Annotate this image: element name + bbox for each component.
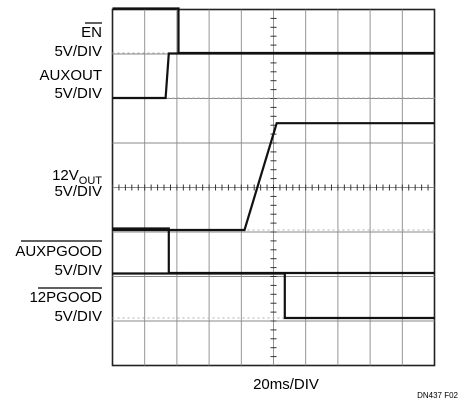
trace-label-12vout-sub: OUT [79,175,103,187]
trace-label-12vout: 12VOUT [52,167,102,187]
trace-lines [112,7,435,320]
trace-scale-12pgood: 5V/DIV [54,308,102,325]
trace-label-auxpgood: AUXPGOOD [15,243,102,260]
center-axis-ticks [112,9,435,366]
trace-label-12pgood: 12PGOOD [29,289,102,306]
trace-auxpgood [112,227,435,275]
x-axis-label: 20ms/DIV [253,376,319,393]
trace-label-12vout-main: 12V [52,167,79,184]
trace-label-auxout: AUXOUT [39,67,102,84]
trace-scale-12vout: 5V/DIV [54,183,102,200]
trace-scale-auxout: 5V/DIV [54,85,102,102]
figure-id: DN437 F02 [417,391,458,400]
trace-12vout [112,122,435,232]
trace-scale-en: 5V/DIV [54,43,102,60]
trace-label-en: EN [81,24,102,41]
trace-scale-auxpgood: 5V/DIV [54,262,102,279]
trace-12pgood [112,272,435,320]
trace-auxout [112,52,435,100]
